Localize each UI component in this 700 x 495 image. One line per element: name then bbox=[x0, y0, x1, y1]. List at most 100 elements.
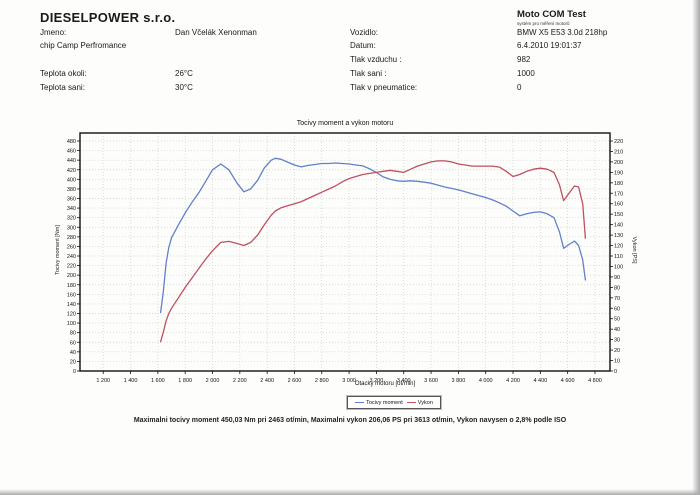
svg-text:220: 220 bbox=[614, 139, 623, 145]
svg-text:110: 110 bbox=[614, 254, 623, 260]
date-label: Datum: bbox=[350, 41, 376, 50]
svg-text:320: 320 bbox=[67, 216, 76, 222]
svg-text:150: 150 bbox=[614, 212, 623, 218]
svg-text:140: 140 bbox=[67, 302, 76, 308]
svg-text:0: 0 bbox=[73, 369, 76, 375]
intake-pressure-label: Tlak sani : bbox=[350, 69, 387, 78]
vehicle-label: Vozidlo: bbox=[350, 28, 379, 37]
svg-text:1 200: 1 200 bbox=[96, 378, 110, 384]
svg-text:10: 10 bbox=[614, 359, 620, 365]
x-axis-label: Otacky motoru [ot/min] bbox=[354, 381, 416, 387]
svg-text:480: 480 bbox=[67, 139, 76, 145]
svg-text:170: 170 bbox=[614, 191, 623, 197]
name-label: Jmeno: bbox=[40, 28, 67, 37]
svg-text:1 800: 1 800 bbox=[178, 378, 192, 384]
svg-text:50: 50 bbox=[614, 317, 620, 323]
power-legend-label: Vykon bbox=[417, 399, 433, 406]
air-pressure-value: 982 bbox=[517, 55, 531, 64]
svg-text:280: 280 bbox=[67, 235, 76, 241]
svg-text:360: 360 bbox=[67, 197, 76, 203]
svg-text:460: 460 bbox=[67, 149, 76, 155]
chip-note: chip Camp Perfromance bbox=[40, 41, 127, 50]
svg-text:160: 160 bbox=[67, 292, 76, 298]
svg-text:100: 100 bbox=[67, 321, 76, 327]
svg-text:80: 80 bbox=[614, 285, 620, 291]
svg-text:30: 30 bbox=[614, 338, 620, 344]
svg-text:60: 60 bbox=[70, 340, 76, 346]
intake-temp-value: 30°C bbox=[175, 83, 193, 92]
svg-text:2 400: 2 400 bbox=[260, 378, 274, 384]
svg-text:140: 140 bbox=[614, 223, 623, 229]
svg-text:4 000: 4 000 bbox=[479, 378, 493, 384]
svg-text:3 200: 3 200 bbox=[370, 378, 384, 384]
intake-pressure-value: 1000 bbox=[517, 69, 535, 78]
app-subtitle: systém pro měření motorů bbox=[517, 21, 570, 26]
svg-text:80: 80 bbox=[70, 331, 76, 337]
svg-text:200: 200 bbox=[614, 160, 623, 166]
svg-text:40: 40 bbox=[614, 327, 620, 333]
svg-text:120: 120 bbox=[614, 244, 623, 250]
scan-shadow-right bbox=[692, 0, 700, 495]
svg-text:2 000: 2 000 bbox=[206, 378, 220, 384]
ambient-temp-label: Teplota okoli: bbox=[40, 69, 87, 78]
svg-text:200: 200 bbox=[67, 273, 76, 279]
torque-legend-label: Tocivy moment bbox=[366, 399, 403, 406]
tire-pressure-value: 0 bbox=[517, 83, 522, 92]
svg-text:420: 420 bbox=[67, 168, 76, 174]
scan-shadow-bottom bbox=[0, 489, 700, 495]
svg-text:2 600: 2 600 bbox=[288, 378, 302, 384]
svg-text:180: 180 bbox=[614, 181, 623, 187]
svg-text:70: 70 bbox=[614, 296, 620, 302]
svg-text:240: 240 bbox=[67, 254, 76, 260]
svg-text:260: 260 bbox=[67, 244, 76, 250]
svg-text:160: 160 bbox=[614, 202, 623, 208]
svg-text:380: 380 bbox=[67, 187, 76, 193]
svg-text:4 600: 4 600 bbox=[561, 378, 575, 384]
torque-line-swatch bbox=[355, 402, 365, 403]
date-value: 6.4.2010 19:01:37 bbox=[517, 41, 582, 50]
name-value: Dan Včelák Xenonman bbox=[175, 28, 257, 37]
svg-text:340: 340 bbox=[67, 206, 76, 212]
intake-temp-label: Teplota sani: bbox=[40, 83, 85, 92]
svg-text:400: 400 bbox=[67, 177, 76, 183]
svg-text:3 400: 3 400 bbox=[397, 378, 411, 384]
right-axis-label: Vykon [PS] bbox=[631, 236, 637, 264]
vehicle-value: BMW X5 E53 3.0d 218hp bbox=[517, 28, 608, 37]
svg-text:3 000: 3 000 bbox=[342, 378, 356, 384]
result-summary: Maximalni tocivy moment 450,03 Nm pri 24… bbox=[133, 417, 567, 424]
svg-text:40: 40 bbox=[70, 350, 76, 356]
svg-text:210: 210 bbox=[614, 149, 623, 155]
power-curve bbox=[159, 160, 587, 343]
svg-text:20: 20 bbox=[70, 359, 76, 365]
app-title: Moto COM Test bbox=[517, 9, 586, 20]
svg-text:60: 60 bbox=[614, 306, 620, 312]
company-name: DIESELPOWER s.r.o. bbox=[40, 10, 176, 25]
svg-text:190: 190 bbox=[614, 170, 623, 176]
svg-text:2 800: 2 800 bbox=[315, 378, 329, 384]
svg-text:120: 120 bbox=[67, 312, 76, 318]
tire-pressure-label: Tlak v pneumatice: bbox=[350, 83, 418, 92]
svg-text:300: 300 bbox=[67, 225, 76, 231]
svg-text:4 400: 4 400 bbox=[533, 378, 547, 384]
svg-text:90: 90 bbox=[614, 275, 620, 281]
svg-text:100: 100 bbox=[614, 264, 623, 270]
svg-text:220: 220 bbox=[67, 264, 76, 270]
svg-text:0: 0 bbox=[614, 369, 617, 375]
chart-title: Tocivy moment a vykon motoru bbox=[296, 120, 394, 127]
power-line-swatch bbox=[406, 402, 416, 403]
svg-text:1 400: 1 400 bbox=[124, 378, 138, 384]
svg-text:4 800: 4 800 bbox=[588, 378, 602, 384]
svg-text:1 600: 1 600 bbox=[151, 378, 165, 384]
legend-item-torque: Tocivy moment bbox=[355, 400, 403, 406]
legend-item-power: Vykon bbox=[406, 399, 433, 406]
air-pressure-label: Tlak vzduchu : bbox=[350, 55, 402, 64]
ambient-temp-value: 26°C bbox=[175, 69, 193, 78]
svg-text:440: 440 bbox=[67, 158, 76, 164]
svg-text:20: 20 bbox=[614, 348, 620, 354]
svg-text:4 200: 4 200 bbox=[506, 378, 520, 384]
svg-text:3 800: 3 800 bbox=[451, 378, 465, 384]
left-axis-label: Tocivy moment [Nm] bbox=[55, 225, 61, 275]
svg-text:3 600: 3 600 bbox=[424, 378, 438, 384]
